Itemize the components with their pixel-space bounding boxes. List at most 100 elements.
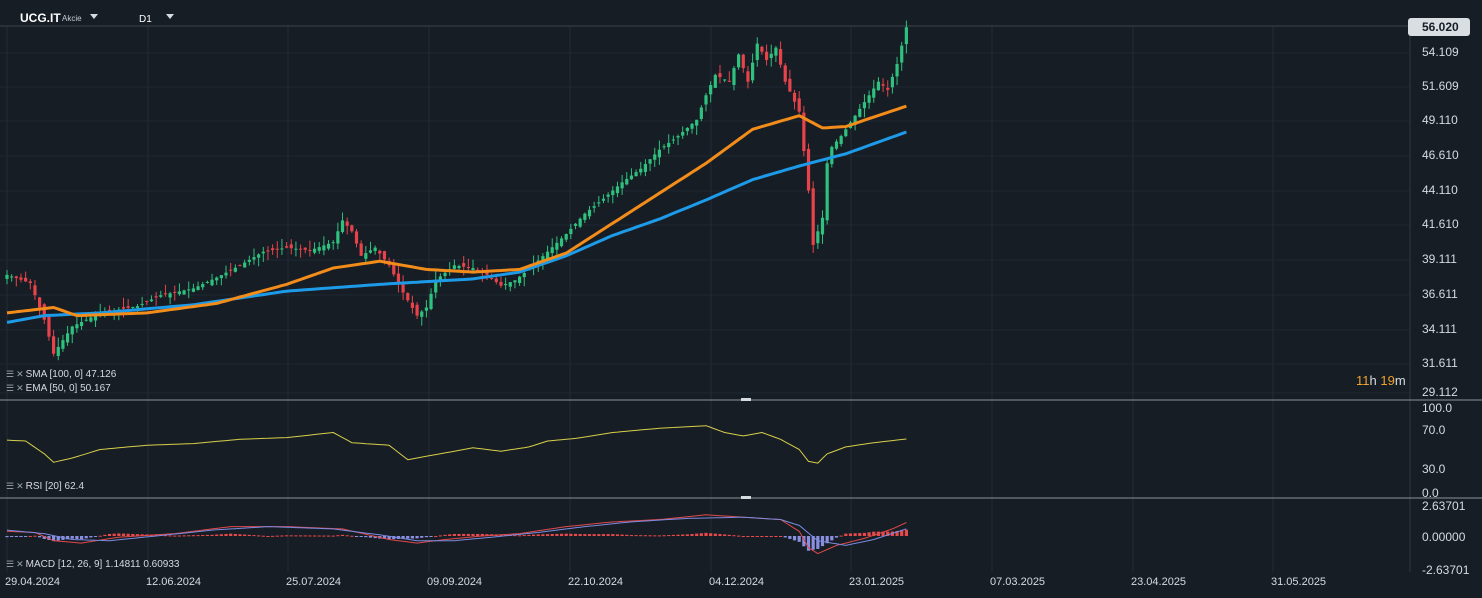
macd-histogram-bar bbox=[522, 535, 526, 537]
candle-body bbox=[159, 295, 163, 297]
symbol-name[interactable]: UCG.IT bbox=[20, 11, 61, 25]
ema-legend[interactable]: ☰ ✕ EMA [50, 0] 50.167 bbox=[6, 383, 111, 394]
macd-histogram-bar bbox=[163, 535, 168, 537]
close-icon[interactable]: ✕ bbox=[16, 383, 24, 393]
macd-histogram-bar bbox=[266, 536, 270, 537]
candle-body bbox=[401, 284, 405, 293]
candle-body bbox=[466, 267, 470, 269]
candle-body bbox=[289, 244, 293, 249]
macd-histogram-bar bbox=[625, 534, 629, 536]
candle-body bbox=[886, 87, 890, 90]
macd-histogram-bar bbox=[741, 536, 745, 537]
candle-body bbox=[457, 265, 461, 269]
macd-histogram-bar bbox=[103, 534, 107, 536]
candle-body bbox=[648, 159, 652, 164]
macd-histogram-bar bbox=[70, 536, 74, 539]
settings-icon[interactable]: ☰ bbox=[6, 559, 15, 569]
macd-histogram-bar bbox=[480, 533, 484, 536]
candle-body bbox=[867, 95, 871, 103]
candle-body bbox=[639, 168, 643, 173]
candle-body bbox=[424, 307, 428, 311]
price-axis-label: 44.110 bbox=[1422, 183, 1458, 197]
macd-histogram-bar bbox=[559, 533, 564, 536]
macd-histogram-bar bbox=[182, 535, 186, 537]
date-axis-label: 04.12.2024 bbox=[709, 576, 765, 588]
macd-histogram-bar bbox=[806, 536, 811, 551]
macd-histogram-bar bbox=[527, 534, 531, 536]
date-axis-label: 07.03.2025 bbox=[990, 576, 1046, 588]
candle-body bbox=[904, 27, 908, 45]
candle-body bbox=[578, 218, 582, 227]
candle-body bbox=[42, 304, 46, 320]
close-icon[interactable]: ✕ bbox=[16, 559, 24, 569]
macd-legend[interactable]: ☰ ✕ MACD [12, 26, 9] 1.14811 0.60933 bbox=[6, 559, 179, 570]
candle-body bbox=[559, 238, 564, 247]
macd-histogram-bar bbox=[760, 536, 764, 537]
macd-histogram-bar bbox=[737, 535, 741, 537]
candle-body bbox=[872, 88, 876, 98]
candle-body bbox=[322, 245, 326, 251]
settings-icon[interactable]: ☰ bbox=[6, 383, 15, 393]
candle-body bbox=[308, 250, 312, 252]
macd-value: 1.14811 bbox=[105, 559, 141, 570]
sma-legend[interactable]: ☰ ✕ SMA [100, 0] 47.126 bbox=[6, 369, 116, 380]
settings-icon[interactable]: ☰ bbox=[6, 481, 15, 491]
candle-body bbox=[634, 172, 638, 177]
countdown-minutes: 19 bbox=[1380, 373, 1395, 388]
close-icon[interactable]: ✕ bbox=[16, 481, 24, 491]
macd-histogram-bar bbox=[746, 536, 750, 537]
macd-histogram-bar bbox=[667, 535, 671, 537]
candle-body bbox=[28, 281, 32, 283]
macd-histogram-bar bbox=[210, 534, 214, 536]
candle-body bbox=[373, 247, 377, 251]
macd-histogram-bar bbox=[56, 536, 60, 541]
macd-histogram-bar bbox=[229, 533, 233, 536]
candle-body bbox=[354, 231, 359, 244]
candle-body bbox=[727, 80, 731, 82]
macd-axis-label: 0.00000 bbox=[1422, 530, 1466, 544]
candle-body bbox=[611, 190, 615, 196]
macd-histogram-bar bbox=[606, 534, 610, 536]
candle-body bbox=[10, 276, 14, 278]
candle-body bbox=[657, 149, 661, 158]
macd-histogram-bar bbox=[839, 535, 843, 537]
candle-body bbox=[806, 148, 811, 191]
candle-body bbox=[816, 231, 820, 244]
timeframe-dropdown-icon[interactable] bbox=[166, 14, 174, 19]
candle-body bbox=[312, 248, 317, 253]
candle-body bbox=[606, 194, 610, 197]
macd-histogram-bar bbox=[331, 535, 335, 537]
macd-histogram-bar bbox=[275, 535, 279, 537]
timeframe-selector[interactable]: D1 bbox=[139, 14, 152, 25]
candle-body bbox=[280, 248, 284, 250]
candle-body bbox=[191, 288, 195, 292]
candle-body bbox=[392, 263, 396, 275]
macd-histogram-bar bbox=[140, 534, 144, 536]
candle-body bbox=[61, 340, 65, 349]
pane-resize-handle[interactable] bbox=[741, 398, 751, 401]
macd-histogram-bar bbox=[429, 536, 433, 537]
last-price: 56.020 bbox=[1422, 20, 1459, 34]
candle-body bbox=[690, 123, 694, 129]
rsi-legend[interactable]: ☰ ✕ RSI [20] 62.4 bbox=[6, 481, 84, 492]
candle-body bbox=[890, 76, 894, 88]
macd-histogram-bar bbox=[723, 534, 727, 536]
candle-body bbox=[420, 311, 424, 317]
macd-histogram-bar bbox=[294, 535, 298, 537]
macd-histogram-bar bbox=[718, 534, 722, 536]
close-icon[interactable]: ✕ bbox=[16, 369, 24, 379]
symbol-dropdown-icon[interactable] bbox=[90, 14, 98, 19]
rsi-params: [20] bbox=[45, 481, 62, 492]
ema-line bbox=[6, 104, 907, 318]
settings-icon[interactable]: ☰ bbox=[6, 369, 15, 379]
macd-histogram-bar bbox=[862, 532, 867, 536]
macd-histogram-bar bbox=[573, 533, 578, 536]
macd-histogram-bar bbox=[792, 536, 797, 541]
candle-body bbox=[364, 253, 368, 259]
pane-resize-handle[interactable] bbox=[741, 496, 751, 499]
candle-body bbox=[271, 248, 275, 251]
candle-body bbox=[792, 92, 797, 102]
candle-body bbox=[653, 154, 657, 160]
candle-body bbox=[177, 291, 182, 295]
